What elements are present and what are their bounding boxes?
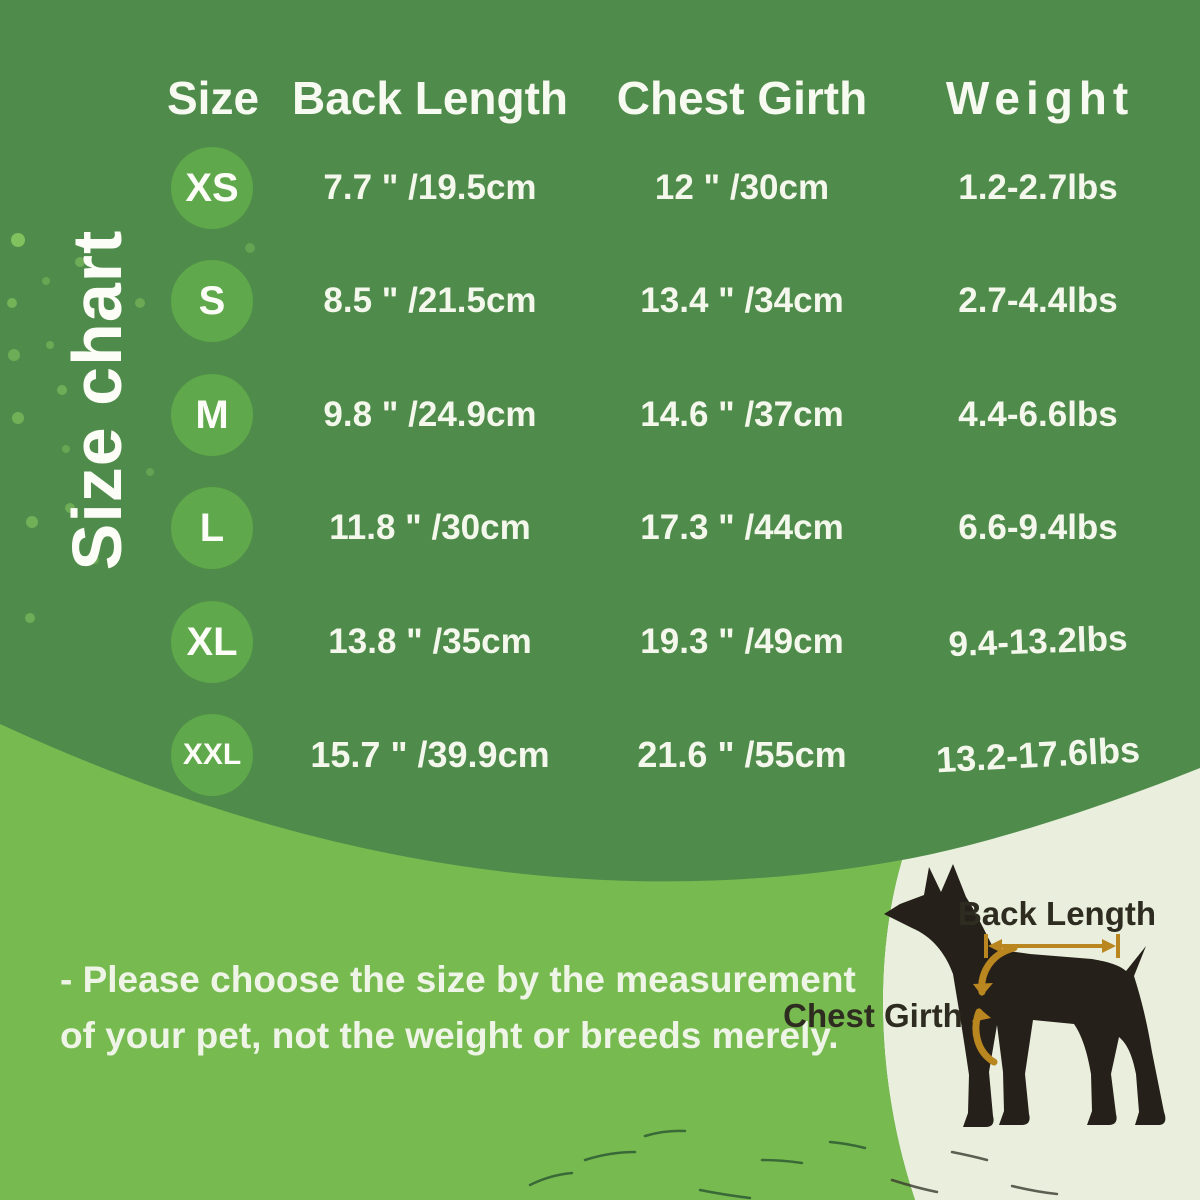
size-badge-label: S [198,278,226,323]
chest-girth-arrow [972,944,1018,1066]
dog-silhouette [884,864,1166,1127]
cell-chest-girth: 21.6 " /55cm [637,734,847,775]
cell-back-length: 8.5 " /21.5cm [323,281,537,320]
cell-chest-girth: 14.6 " /37cm [640,395,844,434]
cell-back-length: 11.8 " /30cm [329,508,531,547]
cell-chest-girth: 13.4 " /34cm [640,281,844,320]
size-badge-label: XS [185,165,239,210]
size-badge: S [171,260,253,342]
header-size: Size [166,72,260,124]
table-row: XL 13.8 " /35cm 19.3 " /49cm 9.4-13.2lbs [0,586,1200,698]
size-badge-label: L [199,505,225,550]
size-badge: XL [171,601,253,683]
cell-weight: 1.2-2.7lbs [958,168,1118,207]
dog-silhouette-svg [884,864,1166,1127]
note-line-2: of your pet, not the weight or breeds me… [60,1014,839,1056]
cell-back-length: 7.7 " /19.5cm [323,168,537,207]
size-badge: M [171,374,253,456]
cell-back-length: 15.7 " /39.9cm [310,734,550,775]
header-back-length: Back Length [291,72,569,124]
size-badge-label: M [195,392,229,437]
table-row: XXL 15.7 " /39.9cm 21.6 " /55cm 13.2-17.… [0,699,1200,811]
cell-weight: 4.4-6.6lbs [958,395,1118,434]
table-row: L 11.8 " /30cm 17.3 " /44cm 6.6-9.4lbs [0,472,1200,584]
table-row: S 8.5 " /21.5cm 13.4 " /34cm 2.7-4.4lbs [0,245,1200,357]
cell-weight: 2.7-4.4lbs [958,281,1118,320]
size-badge: XXL [171,714,253,796]
size-badge-label: XL [186,619,238,664]
size-badge-label: XXL [182,738,242,771]
cell-weight: 6.6-9.4lbs [958,508,1118,547]
size-badge: XS [171,147,253,229]
cell-weight: 9.4-13.2lbs [947,618,1129,665]
table-row: M 9.8 " /24.9cm 14.6 " /37cm 4.4-6.6lbs [0,359,1200,471]
chest-girth-label: Chest Girth [783,997,963,1034]
decor-dots [7,233,255,623]
cell-back-length: 9.8 " /24.9cm [323,395,537,434]
cell-back-length: 13.8 " /35cm [328,622,532,661]
header-chest-girth: Chest Girth [616,72,868,124]
header-weight: Weight [945,72,1135,124]
table-row: XS 7.7 " /19.5cm 12 " /30cm 1.2-2.7lbs [0,132,1200,244]
cell-chest-girth: 17.3 " /44cm [640,508,844,547]
cell-chest-girth: 19.3 " /49cm [640,622,844,661]
cell-weight: 13.2-17.6lbs [934,728,1141,781]
dog-illustration [878,862,1200,1172]
back-length-label: Back Length [957,895,1157,932]
note-line-1: - Please choose the size by the measurem… [60,959,856,1000]
cell-chest-girth: 12 " /30cm [654,168,830,207]
decor-sketch-dashes [528,1129,1059,1200]
bg-curve-light-green [0,724,915,1200]
size-badge: L [171,487,253,569]
note-text: - Please choose the size by the measurem… [60,952,856,1063]
